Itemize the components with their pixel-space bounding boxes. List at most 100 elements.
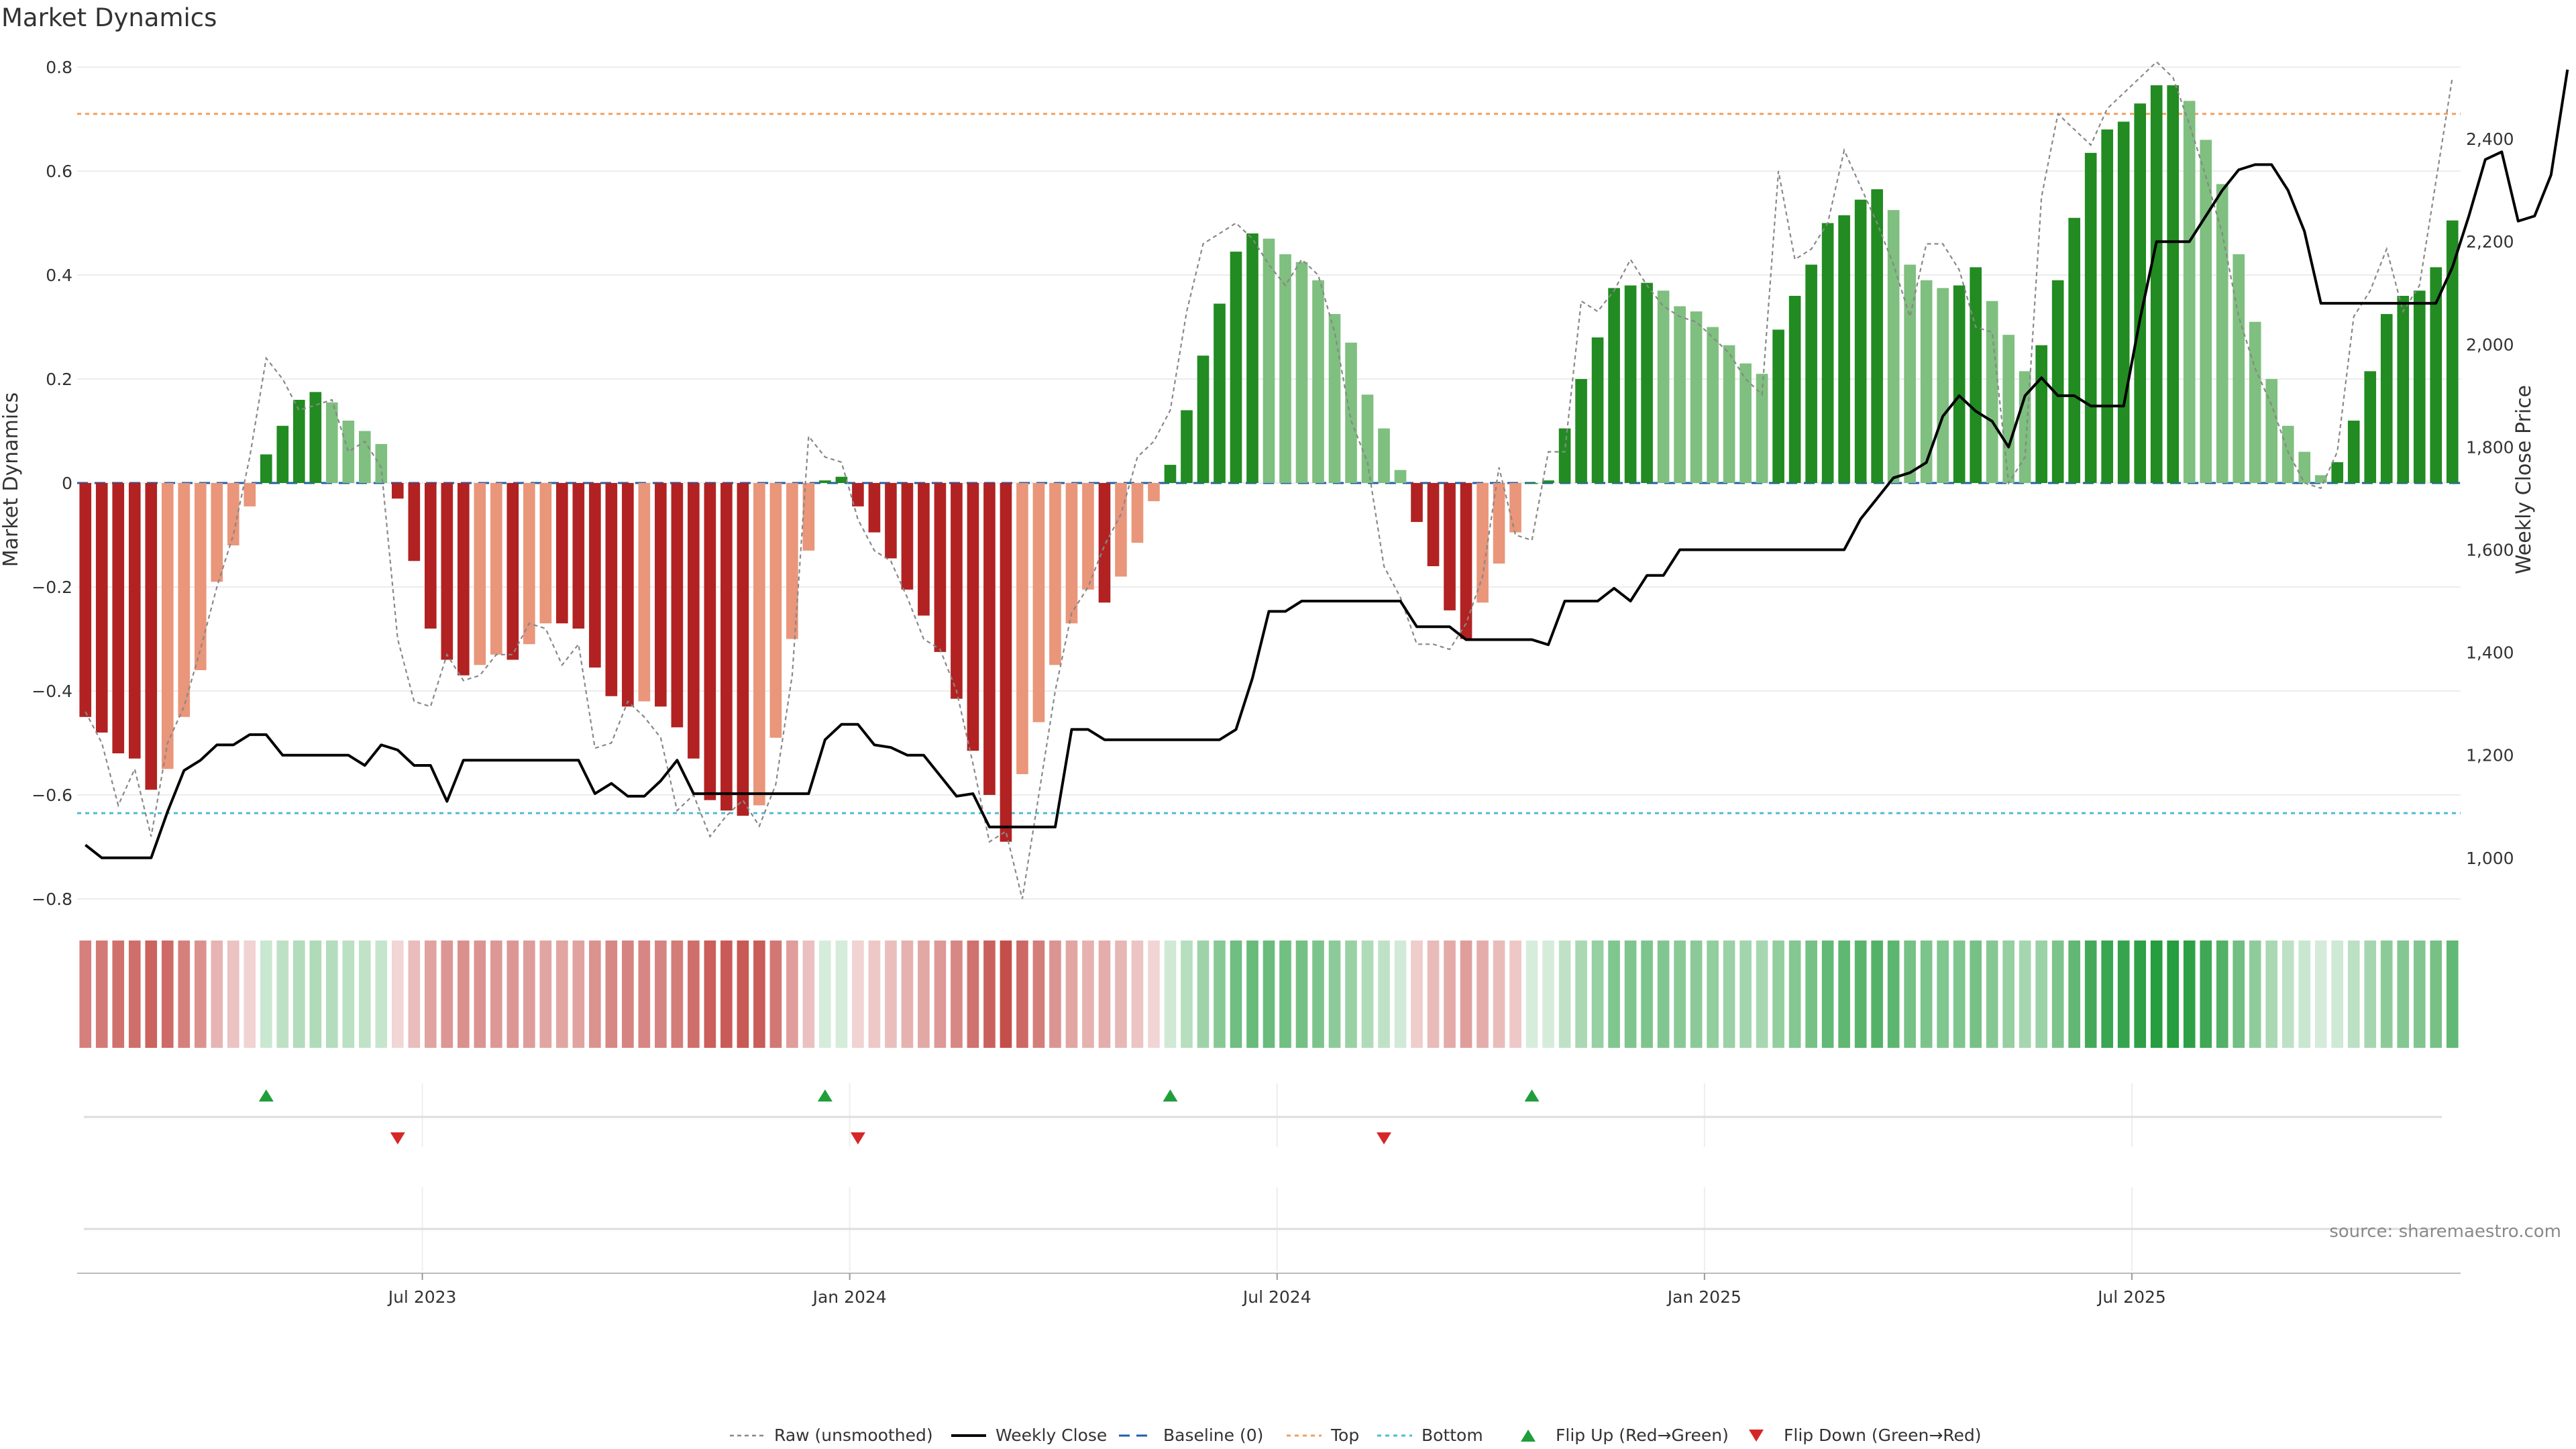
bar	[1641, 282, 1653, 483]
strip-cell	[1295, 941, 1308, 1048]
strip-cell	[1953, 941, 1966, 1048]
x-tick-label: Jul 2023	[387, 1287, 457, 1307]
bar	[1838, 215, 1850, 483]
strip-cell	[506, 941, 519, 1048]
legend-label: Flip Up (Red→Green)	[1556, 1426, 1729, 1445]
bar	[1723, 345, 1735, 483]
bar	[2101, 129, 2113, 483]
bar	[2019, 371, 2031, 483]
flip-up-marker	[258, 1089, 274, 1102]
strip-cell	[2413, 941, 2426, 1048]
strip-cell	[441, 941, 453, 1048]
y-tick-label: −0.4	[32, 682, 72, 701]
strip-cell	[1657, 941, 1670, 1048]
strip-cell	[1378, 941, 1390, 1048]
bar	[1345, 342, 1357, 483]
y2-tick-label: 1,000	[2466, 849, 2514, 868]
bar	[819, 480, 831, 483]
strip-cell	[1098, 941, 1111, 1048]
strip-cell	[589, 941, 601, 1048]
strip-cell	[358, 941, 371, 1048]
bar	[408, 483, 421, 561]
bar	[1591, 337, 1604, 483]
bar	[2117, 121, 2130, 483]
strip-cell	[1674, 941, 1686, 1048]
strip-cell	[112, 941, 125, 1048]
series-lines	[85, 60, 2569, 900]
strip-cell	[1049, 941, 1061, 1048]
strip-cell	[622, 941, 634, 1048]
legend-swatch	[1521, 1430, 1536, 1442]
strip-cell	[951, 941, 963, 1048]
strip-cell	[1624, 941, 1637, 1048]
strip-cell	[2101, 941, 2113, 1048]
bar	[325, 402, 338, 483]
strip-cell	[1016, 941, 1028, 1048]
strip-cell	[161, 941, 174, 1048]
flip-up-marker	[1524, 1089, 1540, 1102]
bar	[1707, 327, 1719, 483]
bar	[1131, 483, 1144, 543]
strip-cell	[1558, 941, 1571, 1048]
legend-item-down: Flip Down (Green→Red)	[1749, 1426, 1982, 1445]
bar	[1394, 470, 1407, 483]
strip-cell	[1525, 941, 1538, 1048]
bar	[1772, 329, 1784, 483]
bar	[1328, 314, 1341, 483]
bar	[2051, 280, 2064, 483]
bar	[2183, 101, 2196, 483]
strip-cell	[2002, 941, 2015, 1048]
strip-cell	[1575, 941, 1587, 1048]
bar	[2347, 421, 2360, 483]
strip-cell	[1345, 941, 1357, 1048]
bar	[622, 483, 634, 707]
strip-cell	[1082, 941, 1094, 1048]
bar	[1000, 483, 1012, 842]
bar	[2314, 475, 2327, 483]
legend-swatch	[1749, 1430, 1764, 1442]
bar	[2380, 314, 2393, 483]
bar	[2298, 451, 2311, 483]
bar	[1230, 252, 1242, 483]
legend-label: Baseline (0)	[1163, 1426, 1263, 1445]
strip-cell	[2364, 941, 2377, 1048]
strip-cell	[342, 941, 355, 1048]
x-tick-label: Jan 2025	[1666, 1287, 1741, 1307]
strip-cell	[835, 941, 848, 1048]
bar	[1788, 296, 1801, 483]
strip-cell	[671, 941, 684, 1048]
flip-down-marker	[390, 1132, 405, 1144]
strip-cell	[276, 941, 289, 1048]
legend-label: Flip Down (Green→Red)	[1784, 1426, 1982, 1445]
strip-cell	[556, 941, 568, 1048]
bar	[720, 483, 733, 811]
bar	[589, 483, 601, 668]
strip-cell	[391, 941, 404, 1048]
strip-cell	[934, 941, 947, 1048]
strip-cell	[1493, 941, 1505, 1048]
bar	[375, 443, 388, 483]
bar	[835, 476, 848, 483]
strip-cell	[227, 941, 239, 1048]
flip-markers-panel	[84, 1083, 2442, 1271]
legend-label: Bottom	[1421, 1426, 1483, 1445]
bar	[2413, 290, 2426, 483]
strip-cell	[2051, 941, 2064, 1048]
y2-tick-label: 1,800	[2466, 437, 2514, 457]
strip-cell	[1263, 941, 1275, 1048]
bar	[2397, 296, 2410, 483]
legend-label: Top	[1330, 1426, 1359, 1445]
bar	[490, 483, 502, 655]
strip-cell	[2298, 941, 2311, 1048]
bar	[918, 483, 930, 616]
bar	[523, 483, 535, 645]
bar	[2068, 217, 2080, 483]
bar	[1065, 483, 1078, 624]
strip-cell	[1328, 941, 1341, 1048]
bar	[1263, 238, 1275, 483]
strip-cell	[2446, 941, 2459, 1048]
strip-cell	[1772, 941, 1784, 1048]
bar	[1509, 483, 1521, 533]
bar	[1378, 428, 1390, 483]
strip-cell	[1871, 941, 1883, 1048]
